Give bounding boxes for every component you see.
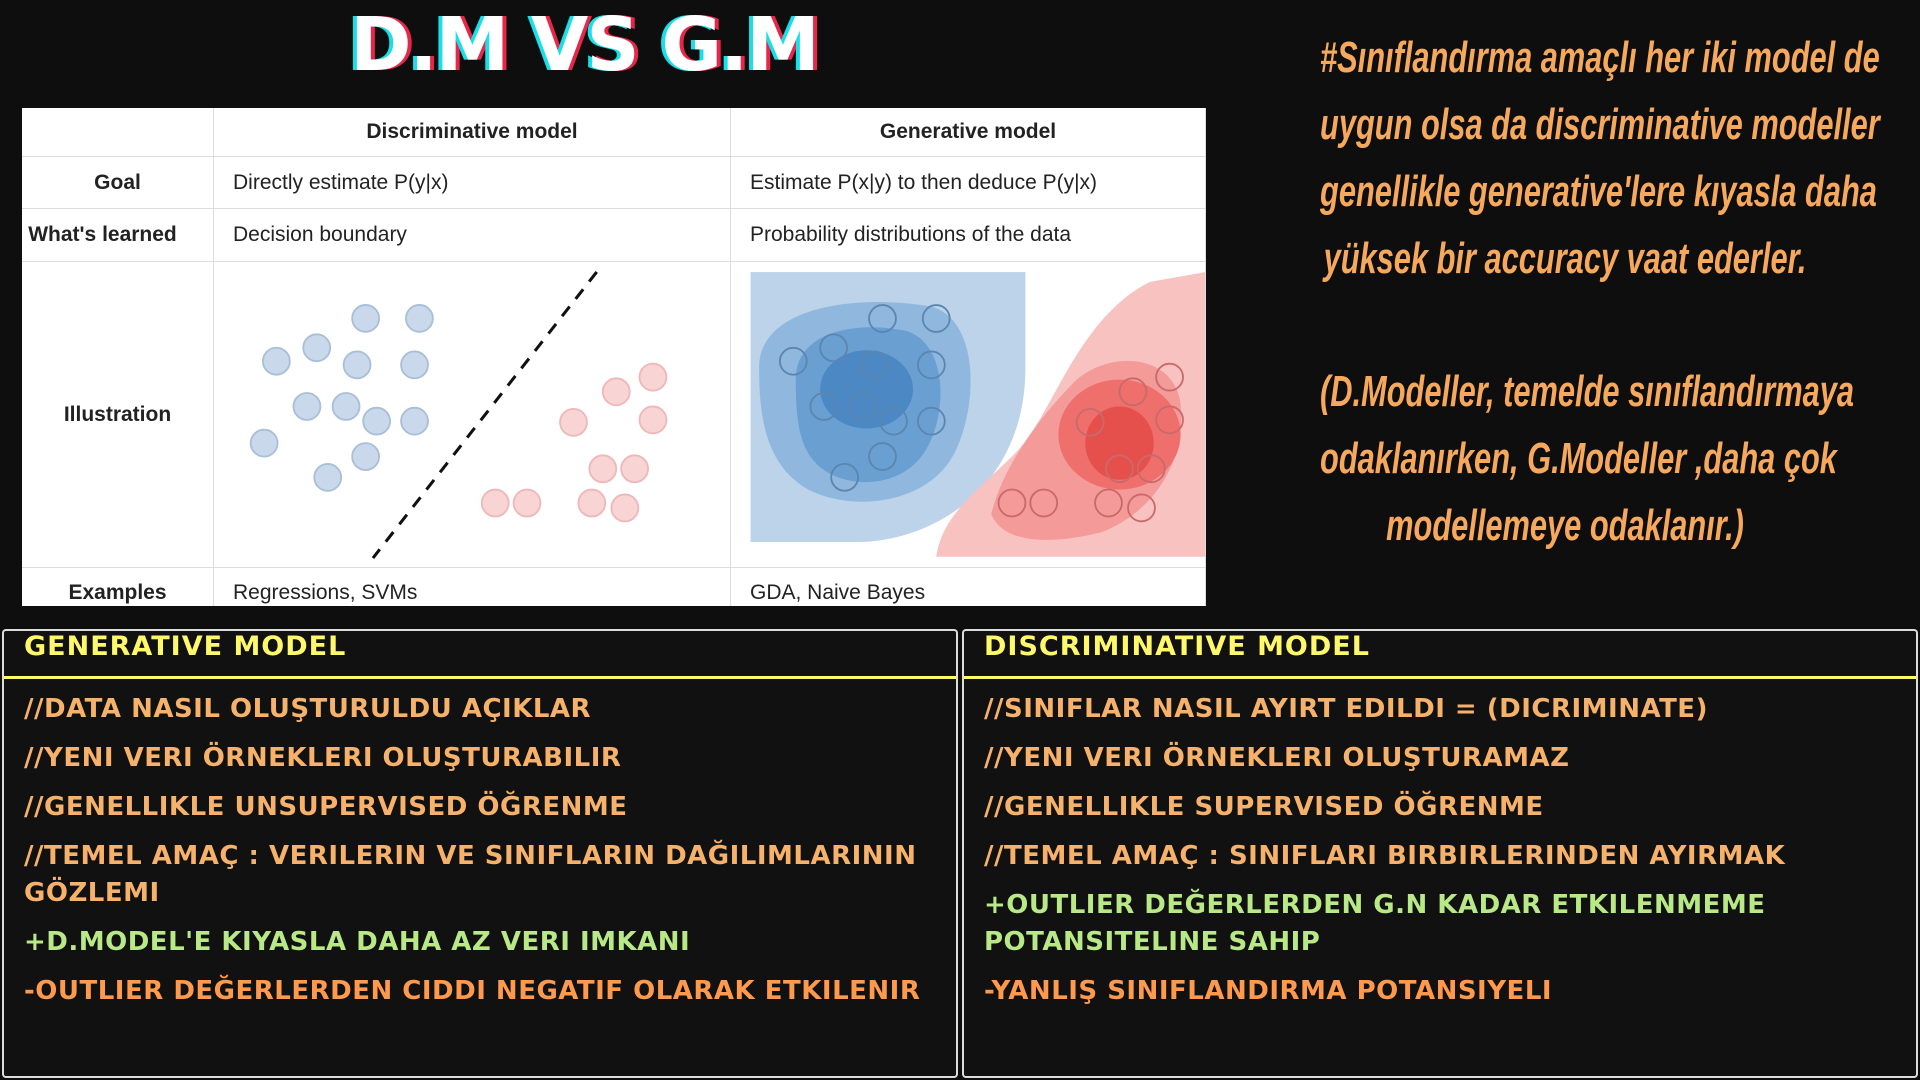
illustration-cell [214,262,731,568]
row-label: Illustration [22,262,214,568]
description: #Sınıflandırma amaçlı her iki model de uy… [1215,24,1915,625]
description-line: modellemeye odaklanır.) [1386,501,1744,550]
description-paragraph: (D.Modeller, temelde sınıflandırmaya odak… [1215,358,1915,559]
table-cell: Probability distributions of the data [731,209,1206,262]
description-line: #Sınıflandırma amaçlı her iki model de [1320,33,1880,82]
generative-illustration [750,271,1205,557]
description-line: yüksek bir accuracy vaat ederler. [1323,234,1807,283]
panel: DISCRIMINATIVE MODEL //SINIFLAR NASIL AYI… [962,629,1918,1078]
panel-item: //DATA NASIL OLUŞTURULDU AÇIKLAR [24,694,592,724]
table-cell: Directly estimate P(y|x) [214,157,731,209]
table-cell: GDA, Naive Bayes [731,568,1206,606]
description-line: odaklanırken, G.Modeller ,daha çok [1320,434,1837,483]
table-cell: Regressions, SVMs [214,568,731,606]
description-paragraph: #Sınıflandırma amaçlı her iki model de uy… [1215,24,1915,292]
panel-item: //GENELLIKLE SUPERVISED ÖĞRENME [984,792,1544,822]
description-line: uygun olsa da discriminative modeller [1320,100,1880,149]
title: D.M VS G.M [350,2,820,88]
panel-item: -OUTLIER DEĞERLERDEN CIDDI NEGATIF OLARA… [24,976,921,1006]
panel-item: +D.MODEL'E KIYASLA DAHA AZ VERI IMKANI [24,927,691,957]
panel-item: //YENI VERI ÖRNEKLERI OLUŞTURAMAZ [984,743,1570,773]
panel-title: DISCRIMINATIVE MODEL [964,631,1916,679]
panel-item: +OUTLIER DEĞERLERDEN G.N KADAR ETKILENME… [984,890,1766,957]
panel-item: //SINIFLAR NASIL AYIRT EDILDI = (DICRIMI… [984,694,1708,724]
panel-item: //TEMEL AMAÇ : VERILERIN VE SINIFLARIN D… [24,841,917,908]
panel-item: //TEMEL AMAÇ : SINIFLARI BIRBIRLERINDEN … [984,841,1786,871]
table-header: Generative model [731,108,1206,157]
table-corner [22,108,214,157]
row-label: What's learned [22,209,214,262]
discriminative-illustration [249,270,668,559]
description-line: (D.Modeller, temelde sınıflandırmaya [1320,367,1855,416]
panel: GENERATIVE MODEL //DATA NASIL OLUŞTURULDU… [2,629,958,1078]
row-label: Goal [22,157,214,209]
table-header: Discriminative model [214,108,731,157]
panel-item: //GENELLIKLE UNSUPERVISED ÖĞRENME [24,792,628,822]
description-line: genellikle generative'lere kıyasla daha [1320,167,1877,216]
comparison-table: Discriminative model Generative model Go… [22,108,1206,606]
panel-title: GENERATIVE MODEL [4,631,956,679]
panel-item: //YENI VERI ÖRNEKLERI OLUŞTURABILIR [24,743,622,773]
table-cell: Estimate P(x|y) to then deduce P(y|x) [731,157,1206,209]
table-cell: Decision boundary [214,209,731,262]
illustration-cell [731,262,1206,568]
row-label: Examples [22,568,214,606]
panel-item: -YANLIŞ SINIFLANDIRMA POTANSIYELI [984,976,1553,1006]
